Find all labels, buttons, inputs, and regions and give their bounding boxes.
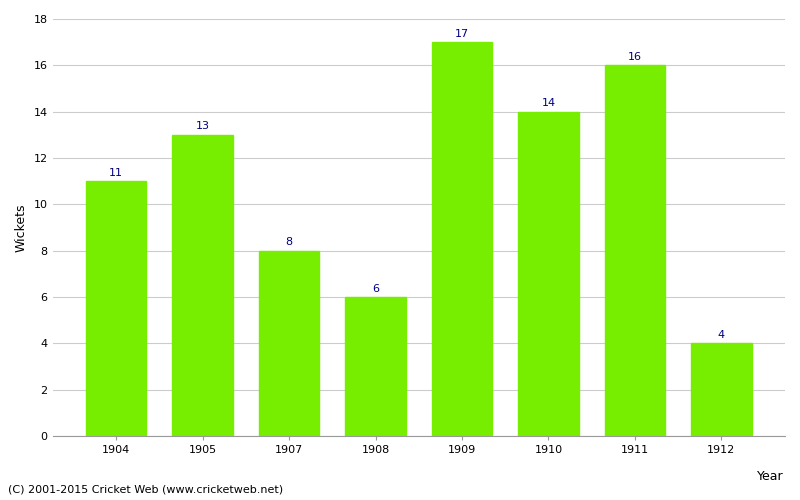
Text: 6: 6 <box>372 284 379 294</box>
Bar <box>258 250 319 436</box>
Bar <box>172 135 233 436</box>
Text: 8: 8 <box>286 237 293 247</box>
Text: 4: 4 <box>718 330 725 340</box>
Bar <box>605 66 666 436</box>
Text: (C) 2001-2015 Cricket Web (www.cricketweb.net): (C) 2001-2015 Cricket Web (www.cricketwe… <box>8 485 283 495</box>
Bar <box>86 181 146 436</box>
Bar <box>346 297 406 436</box>
Text: 13: 13 <box>195 122 210 132</box>
Bar <box>691 344 752 436</box>
Y-axis label: Wickets: Wickets <box>15 203 28 252</box>
Text: 11: 11 <box>109 168 123 177</box>
Text: 14: 14 <box>542 98 555 108</box>
Text: Year: Year <box>758 470 784 483</box>
Text: 16: 16 <box>628 52 642 62</box>
Bar <box>518 112 578 436</box>
Bar <box>432 42 492 436</box>
Text: 17: 17 <box>455 28 469 38</box>
